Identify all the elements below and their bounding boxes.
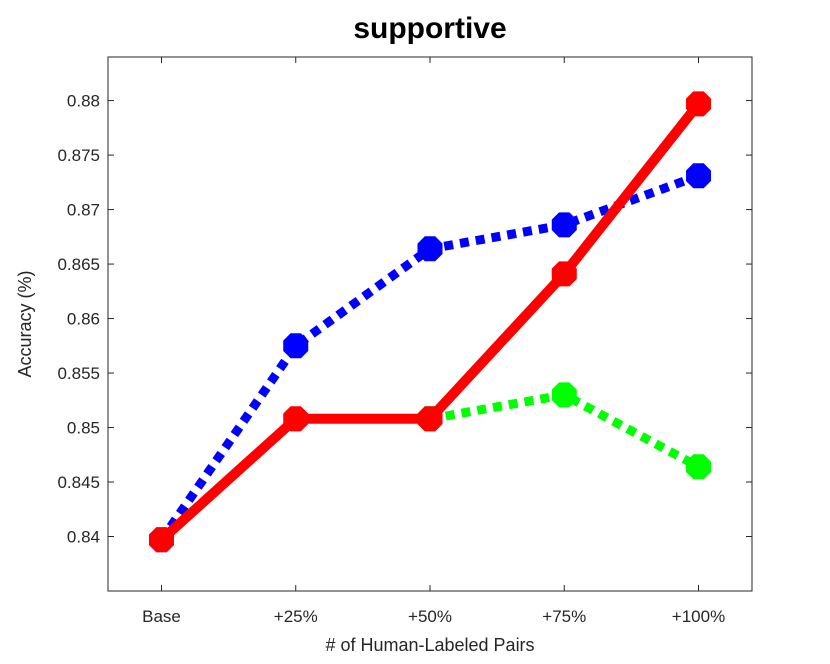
x-tick-label: +75% (542, 607, 586, 626)
y-tick-label: 0.875 (57, 146, 100, 165)
x-axis-label: # of Human-Labeled Pairs (325, 635, 534, 655)
x-tick-label: +100% (672, 607, 725, 626)
series-marker (551, 382, 577, 408)
series-marker (148, 527, 175, 553)
y-axis-label: Accuracy (%) (15, 270, 35, 377)
x-tick-label: Base (142, 607, 181, 626)
y-tick-label: 0.865 (57, 255, 100, 274)
x-axis: Base +25% +50% +75% +100% (142, 57, 725, 626)
series-marker (417, 236, 443, 262)
series-marker (283, 333, 309, 359)
series-2 (148, 91, 712, 553)
plot-area (107, 56, 753, 592)
series-marker (283, 406, 309, 432)
series-marker (685, 454, 712, 480)
chart-title: supportive (353, 12, 506, 45)
y-tick-label: 0.84 (67, 528, 100, 547)
y-tick-label: 0.845 (57, 473, 100, 492)
series-marker (685, 163, 712, 189)
x-tick-label: +25% (274, 607, 318, 626)
series-marker (551, 261, 577, 287)
series-layer (148, 91, 712, 553)
y-axis: 0.84 0.845 0.85 0.855 0.86 0.865 0.87 0.875 0.88 (57, 92, 752, 547)
y-tick-label: 0.88 (67, 92, 100, 111)
y-tick-label: 0.86 (67, 310, 100, 329)
y-tick-label: 0.87 (67, 201, 100, 220)
y-tick-label: 0.855 (57, 364, 100, 383)
series-marker (685, 91, 712, 117)
series-marker (551, 212, 577, 238)
y-tick-label: 0.85 (67, 419, 100, 438)
x-tick-label: +50% (408, 607, 452, 626)
series-marker (417, 406, 443, 432)
